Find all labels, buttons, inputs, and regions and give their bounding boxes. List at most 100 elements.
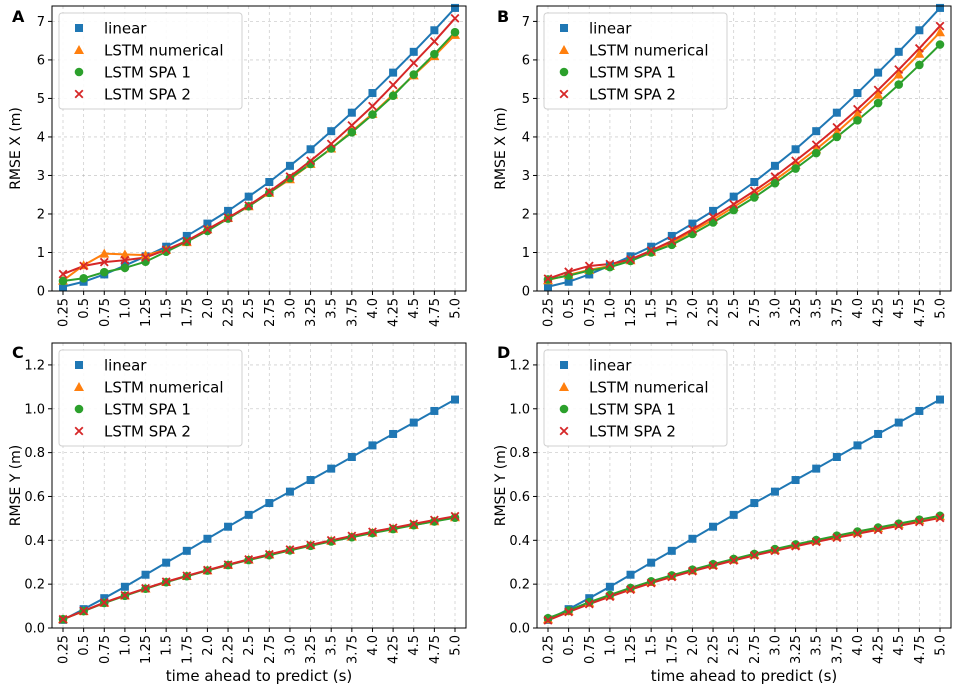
x-tick-label: 3.25: [789, 635, 804, 664]
legend-label: linear: [589, 20, 632, 38]
point-lstm-numerical: [893, 69, 904, 79]
point-lstm-spa-2: [326, 139, 336, 149]
point-lstm-spa-1: [750, 193, 759, 202]
point-lstm-spa-1: [935, 40, 945, 49]
legend-box: [58, 349, 243, 447]
point-lstm-spa-2: [687, 224, 697, 234]
legend-label: LSTM SPA 2: [104, 86, 191, 104]
point-lstm-spa-1: [729, 554, 738, 564]
point-lstm-spa-1: [626, 583, 635, 593]
point-lstm-spa-2: [79, 261, 89, 271]
y-tick-label: 6: [522, 53, 530, 68]
x-tick-label: 4.25: [872, 298, 887, 327]
plot-frame: [536, 5, 952, 292]
x-tick-label: 3.25: [789, 298, 804, 327]
point-lstm-spa-1: [915, 60, 924, 70]
legend-marker: [559, 382, 569, 391]
x-tick-label: 1.5: [645, 635, 660, 656]
y-tick-label: 3: [522, 169, 530, 184]
point-lstm-spa-1: [388, 524, 398, 534]
point-linear: [812, 127, 821, 136]
x-tick-label: 3.75: [830, 635, 845, 664]
x-tick-label: 4.75: [428, 635, 443, 664]
point-lstm-spa-2: [58, 614, 68, 624]
legend-box: [58, 12, 243, 110]
x-tick-label: 1.0: [118, 635, 133, 656]
y-tick-label: 3: [37, 169, 45, 184]
x-tick-label: 2.5: [242, 298, 257, 319]
x-tick-label: 4.25: [387, 298, 402, 327]
x-tick-label: 3.0: [283, 635, 298, 656]
x-tick-label: 3.0: [768, 298, 783, 319]
point-lstm-numerical: [914, 48, 925, 58]
x-tick-label: 2.0: [686, 298, 701, 319]
panel-C: 0.0 0.2 0.4 0.6 0.8 1.0 1.2 0.25 0.5 0.75 1.0 1.25 1…: [8, 342, 467, 664]
point-linear: [244, 510, 253, 519]
y-tick-label: 0.6: [509, 490, 530, 505]
point-lstm-spa-1: [409, 520, 419, 530]
point-lstm-spa-1: [120, 263, 130, 273]
legend-marker: [560, 361, 568, 369]
point-lstm-spa-1: [409, 70, 419, 79]
x-tick-label: 3.75: [830, 298, 845, 327]
point-linear: [729, 510, 738, 519]
point-linear: [409, 47, 418, 56]
legend-marker: [559, 45, 569, 54]
point-lstm-spa-1: [326, 144, 336, 153]
y-tick-label: 4: [522, 130, 530, 145]
legend-marker: [559, 89, 569, 99]
x-tick-label: 3.5: [810, 635, 825, 656]
legend-label: LSTM SPA 1: [589, 401, 676, 419]
point-lstm-spa-2: [58, 269, 68, 279]
point-lstm-spa-2: [584, 261, 594, 271]
point-lstm-spa-2: [99, 598, 109, 608]
point-linear: [544, 282, 552, 291]
point-lstm-spa-2: [667, 236, 677, 246]
point-linear: [647, 558, 656, 567]
point-linear: [451, 3, 459, 12]
point-lstm-spa-2: [223, 213, 233, 223]
point-lstm-spa-1: [347, 128, 357, 137]
x-tick-label: 4.75: [913, 635, 928, 664]
plot-frame: [51, 5, 467, 292]
legend-label: LSTM numerical: [589, 42, 709, 60]
point-linear: [265, 499, 274, 508]
point-lstm-spa-2: [388, 80, 398, 90]
x-tick-label: 0.25: [542, 298, 557, 327]
x-tick-label: 1.75: [180, 298, 195, 327]
point-linear: [853, 441, 862, 450]
point-lstm-spa-2: [853, 529, 862, 539]
point-lstm-spa-1: [873, 523, 883, 532]
x-tick-label: 4.5: [892, 635, 907, 656]
point-lstm-spa-1: [584, 597, 594, 607]
legend-marker: [74, 426, 84, 436]
point-lstm-spa-1: [646, 248, 656, 257]
legend-label: LSTM SPA 2: [589, 86, 676, 104]
point-lstm-spa-2: [182, 236, 192, 246]
point-lstm-spa-1: [543, 613, 553, 623]
point-lstm-spa-2: [914, 43, 924, 53]
point-linear: [451, 395, 459, 404]
point-lstm-numerical: [140, 250, 151, 260]
x-tick-label: 4.0: [366, 635, 381, 656]
point-lstm-spa-2: [347, 120, 357, 130]
x-tick-label: 2.25: [222, 298, 237, 327]
legend-label: LSTM SPA 2: [104, 423, 191, 441]
point-lstm-spa-2: [285, 172, 295, 182]
panel-A: 0 1 2 3 4 5 6 7 0.25 0.5 0.75 1.0 1.25 1.5 1.75 2.0 2.25…: [8, 3, 467, 327]
point-linear: [915, 406, 924, 415]
legend: linear LSTM numerical LSTM SPA 1 LSTM SPA 2: [58, 12, 243, 110]
point-lstm-spa-2: [811, 140, 821, 150]
legend-marker: [74, 89, 84, 99]
point-lstm-spa-1: [894, 80, 904, 89]
point-lstm-spa-1: [430, 517, 439, 526]
point-lstm-spa-1: [811, 535, 821, 545]
x-tick-label: 2.0: [201, 298, 216, 319]
point-lstm-spa-1: [873, 98, 883, 108]
point-lstm-spa-1: [708, 559, 718, 569]
point-linear: [874, 429, 883, 438]
point-lstm-spa-2: [429, 515, 439, 525]
x-tick-label: 2.75: [748, 298, 763, 327]
point-lstm-spa-2: [914, 517, 924, 527]
